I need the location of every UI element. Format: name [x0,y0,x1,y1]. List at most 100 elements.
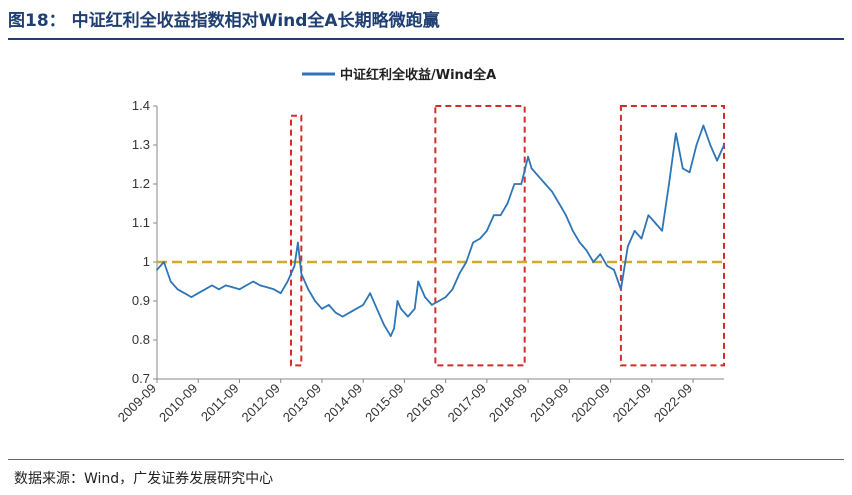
series-point [558,202,560,205]
series-point [654,222,657,224]
series-point [585,249,588,252]
series-point [606,265,608,267]
figure-title: 图18： 中证红利全收益指数相对Wind全A长期略微跑赢 [8,11,440,31]
series-point [245,284,248,287]
series-point [169,280,172,283]
series-point [307,288,310,291]
series-point [293,265,296,267]
legend-label: 中证红利全收益/Wind全A [340,67,496,83]
y-tick-label: 1.4 [132,98,150,113]
series-point [369,292,371,295]
series-point [527,155,529,158]
series-point [668,183,670,185]
x-tick-label: 2014-09 [321,381,365,425]
highlight-box [619,105,726,367]
series-point [675,132,677,135]
chart: 0.7 0.8 0.9 1 1.1 1.2 1.3 1.4 2009-092010-092011… [115,67,726,425]
y-tick-label: 0.8 [132,332,150,347]
series-point [300,272,303,275]
series-point [431,304,433,306]
series-point [633,230,636,232]
series-point [472,241,474,244]
series-point [578,241,581,244]
series-point [273,288,275,291]
source-note: 数据来源：Wind，广发证券发展研究中心 [14,471,274,487]
series-point [297,241,299,244]
series-point [640,237,643,240]
series-point [544,183,547,185]
y-tick-label: 1.1 [132,215,150,230]
series-point [334,311,337,314]
series-point [661,230,663,232]
series-point [613,269,615,271]
series-point [413,308,416,310]
series-point [341,315,344,318]
y-tick-label: 1.2 [132,176,150,191]
series-point [458,272,461,275]
series-point [393,327,395,330]
series-point [286,280,289,283]
series-point [551,191,553,193]
series-point [688,171,691,174]
series-point [451,288,454,291]
series-point [183,292,186,295]
x-tick-label: 2010-09 [156,381,200,425]
series-point [321,308,323,310]
x-tick-label: 2016-09 [403,381,447,425]
series-point [400,308,402,310]
series-point [197,292,200,295]
series-point [506,202,509,205]
series-line [156,124,725,337]
x-tick-label: 2018-09 [486,381,530,425]
series-point [444,296,447,298]
series-point [681,167,684,170]
series-group [156,124,725,337]
series-point [486,230,488,232]
series-point [314,300,316,302]
series-point [437,300,440,302]
series-point [465,261,468,263]
series-point [362,304,364,306]
series-point [537,175,540,177]
series-point [424,296,426,298]
series-point [479,237,481,240]
y-tick-label: 0.7 [132,371,150,386]
series-point [407,315,409,318]
series-point [695,144,698,146]
series-point [620,288,622,291]
series-point [355,308,358,310]
x-tick-label: 2020-09 [568,381,612,425]
y-tick-label: 0.9 [132,293,150,308]
series-point [716,159,718,162]
x-tick-label: 2011-09 [198,381,242,425]
series-point [383,323,385,326]
series-point [252,280,255,283]
x-tick-label: 2021-09 [610,381,654,425]
series-point [231,286,234,289]
x-tick-label: 2022-09 [651,381,695,425]
series-point [647,214,650,216]
series-point [565,214,567,216]
series-point [238,288,241,291]
x-tick-label: 2017-09 [445,381,489,425]
highlight-box [290,114,303,367]
series-point [224,284,227,287]
series-point [417,280,419,283]
series-point [389,335,392,337]
series-point [211,284,213,287]
title-rule [8,38,844,40]
series-point [190,296,193,298]
series-point [592,261,595,263]
y-tick-label: 1 [143,254,150,269]
series-point [702,124,705,127]
series-point [328,304,330,306]
legend: 中证红利全收益/Wind全A [302,67,496,83]
x-tick-label: 2009-09 [115,381,159,425]
x-tick-label: 2013-09 [280,381,324,425]
source-rule [8,459,844,460]
series-point [626,245,629,248]
series-point [376,308,378,310]
series-point [599,253,602,255]
highlight-box [434,105,526,367]
x-tick-label: 2015-09 [362,381,406,425]
